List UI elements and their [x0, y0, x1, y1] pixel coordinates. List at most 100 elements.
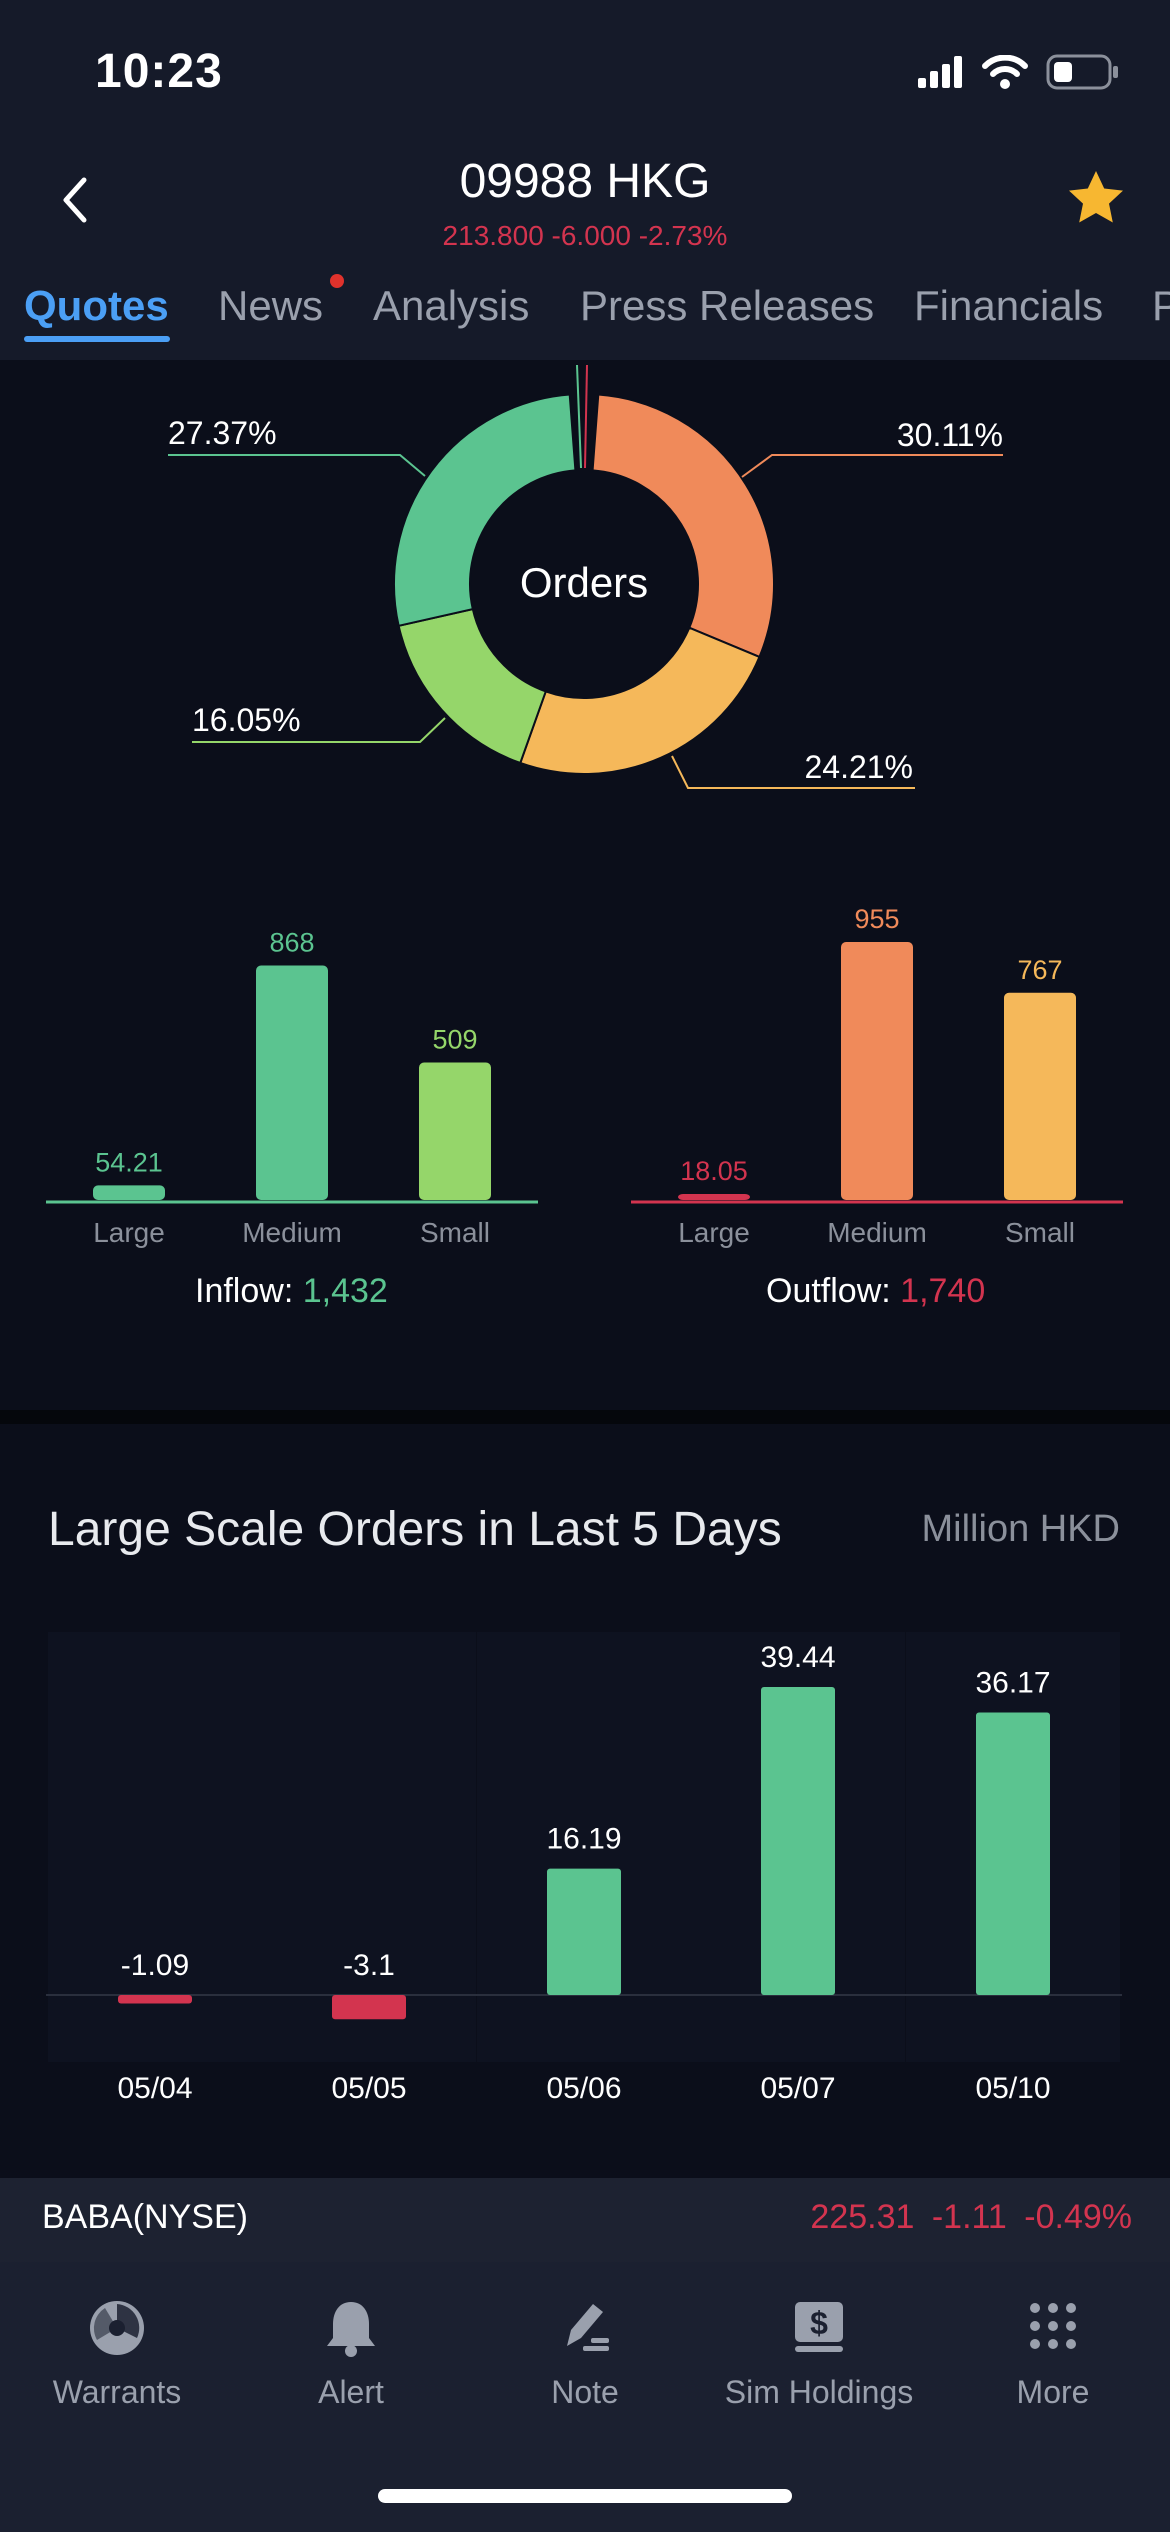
- leader-line-30-11: [741, 454, 1003, 478]
- bar: [547, 1868, 621, 1995]
- bar-value-label: 18.05: [680, 1156, 748, 1186]
- bar: [419, 1062, 491, 1200]
- status-bar: 10:23: [0, 0, 1170, 140]
- donut-center-label: Orders: [520, 559, 648, 606]
- inflow-total: Inflow: 1,432: [195, 1272, 388, 1311]
- bar-value-label: -3.1: [343, 1949, 395, 1982]
- warrants-icon: [90, 2301, 144, 2355]
- nav-alert[interactable]: Alert: [234, 2298, 468, 2411]
- outflow-bar-chart: 18.05 955 767 Large Medium Small: [631, 904, 1123, 1248]
- inflow-bar-chart: 54.21 868 509 Large Medium Small: [46, 928, 538, 1248]
- home-indicator[interactable]: [378, 2489, 792, 2503]
- chart-column-background: [48, 1632, 262, 2062]
- donut-slice: [393, 393, 577, 628]
- date-label: 05/05: [331, 2072, 406, 2100]
- tab-bar: Quotes News Analysis Press Releases Fina…: [0, 260, 1170, 360]
- tab-quotes[interactable]: Quotes: [24, 282, 169, 329]
- date-label: 05/06: [546, 2072, 621, 2100]
- leader-line-24-21: [671, 755, 915, 789]
- tab-more-partial[interactable]: P: [1152, 282, 1170, 329]
- orders-donut-chart: 30.11% 24.21% 16.05% 27.37% Orders: [168, 364, 1003, 789]
- bar-value-label: 36.17: [975, 1667, 1050, 1700]
- bottom-nav: Warrants Alert Note $ Sim Holdings More: [0, 2262, 1170, 2532]
- bar-category-label: Medium: [827, 1217, 927, 1248]
- nav-sim-holdings[interactable]: $ Sim Holdings: [702, 2298, 936, 2411]
- ticker-quote: 225.31 -1.11 -0.49%: [810, 2198, 1132, 2236]
- nav-more[interactable]: More: [936, 2298, 1170, 2411]
- status-icons: [918, 52, 1120, 92]
- bar-category-label: Large: [93, 1217, 165, 1248]
- bar-value-label: 39.44: [760, 1641, 835, 1674]
- chart-column-background: [262, 1632, 476, 2062]
- bar: [761, 1687, 835, 1995]
- leader-line-16-05: [192, 717, 446, 743]
- note-pen-icon: [567, 2304, 609, 2351]
- tab-news[interactable]: News: [218, 282, 324, 329]
- bar: [841, 942, 913, 1200]
- cellular-signal-icon: [918, 56, 962, 88]
- tab-press-releases[interactable]: Press Releases: [580, 282, 875, 329]
- donut-slice: [519, 626, 761, 775]
- related-ticker-row[interactable]: BABA(NYSE) 225.31 -1.11 -0.49%: [0, 2178, 1170, 2262]
- header-quote: 213.800 -6.000 -2.73%: [442, 220, 728, 251]
- ticker-symbol: BABA(NYSE): [42, 2198, 248, 2236]
- section-unit: Million HKD: [921, 1508, 1120, 1550]
- bar: [256, 965, 328, 1200]
- bar-value-label: 16.19: [546, 1823, 621, 1856]
- back-chevron-icon[interactable]: [50, 170, 100, 230]
- dollar-doc-icon: $: [795, 2302, 843, 2352]
- star-icon[interactable]: [1064, 166, 1128, 230]
- active-tab-indicator: [24, 336, 170, 342]
- bar-value-label: -1.09: [121, 1949, 189, 1982]
- page-title: 09988 HKG: [459, 155, 711, 208]
- nav-label: Sim Holdings: [724, 2374, 914, 2410]
- battery-icon: [1046, 54, 1118, 90]
- bar-category-label: Medium: [242, 1217, 342, 1248]
- nav-label: More: [1016, 2374, 1090, 2410]
- svg-text:$: $: [810, 2305, 828, 2341]
- donut-slice-label: 27.37%: [168, 415, 277, 451]
- nav-note[interactable]: Note: [468, 2298, 702, 2411]
- bar-value-label: 509: [432, 1024, 477, 1054]
- bar: [118, 1995, 192, 2004]
- bar: [332, 1995, 406, 2020]
- date-label: 05/07: [760, 2072, 835, 2100]
- bar: [976, 1712, 1050, 1995]
- date-label: 05/04: [117, 2072, 192, 2100]
- bar-value-label: 54.21: [95, 1147, 163, 1177]
- section-divider: [0, 1410, 1170, 1424]
- wifi-icon: [982, 55, 1028, 89]
- bell-icon: [327, 2302, 375, 2357]
- tab-analysis[interactable]: Analysis: [373, 282, 530, 329]
- grid-dots-icon: [1030, 2303, 1076, 2349]
- bar: [678, 1194, 750, 1200]
- outflow-total-value: 1,740: [900, 1272, 986, 1310]
- status-time: 10:23: [95, 45, 223, 98]
- donut-hairline-slice: [584, 364, 588, 469]
- donut-slice: [591, 393, 775, 659]
- bar: [1004, 992, 1076, 1200]
- donut-slice-label: 16.05%: [192, 702, 301, 738]
- nav-label: Warrants: [52, 2374, 182, 2410]
- header: 09988 HKG 213.800 -6.000 -2.73%: [0, 140, 1170, 260]
- bar-value-label: 955: [854, 904, 899, 934]
- date-label: 05/10: [975, 2072, 1050, 2100]
- bar-value-label: 767: [1017, 955, 1062, 985]
- bar-category-label: Small: [1005, 1217, 1075, 1248]
- donut-hairline-slice: [576, 364, 582, 469]
- bar-category-label: Large: [678, 1217, 750, 1248]
- inflow-label: Inflow:: [195, 1272, 294, 1310]
- bar: [93, 1185, 165, 1200]
- nav-label: Note: [551, 2374, 619, 2410]
- nav-warrants[interactable]: Warrants: [0, 2298, 234, 2411]
- nav-label: Alert: [318, 2374, 384, 2410]
- section-title: Large Scale Orders in Last 5 Days: [48, 1503, 782, 1556]
- outflow-total: Outflow: 1,740: [766, 1272, 985, 1311]
- capital-flow-panel: [0, 360, 1170, 1410]
- bar-value-label: 868: [269, 928, 314, 958]
- news-badge-dot: [330, 274, 344, 288]
- inflow-total-value: 1,432: [302, 1272, 388, 1310]
- tab-financials[interactable]: Financials: [914, 282, 1104, 329]
- donut-slice-label: 24.21%: [804, 749, 913, 785]
- donut-slice: [397, 607, 548, 765]
